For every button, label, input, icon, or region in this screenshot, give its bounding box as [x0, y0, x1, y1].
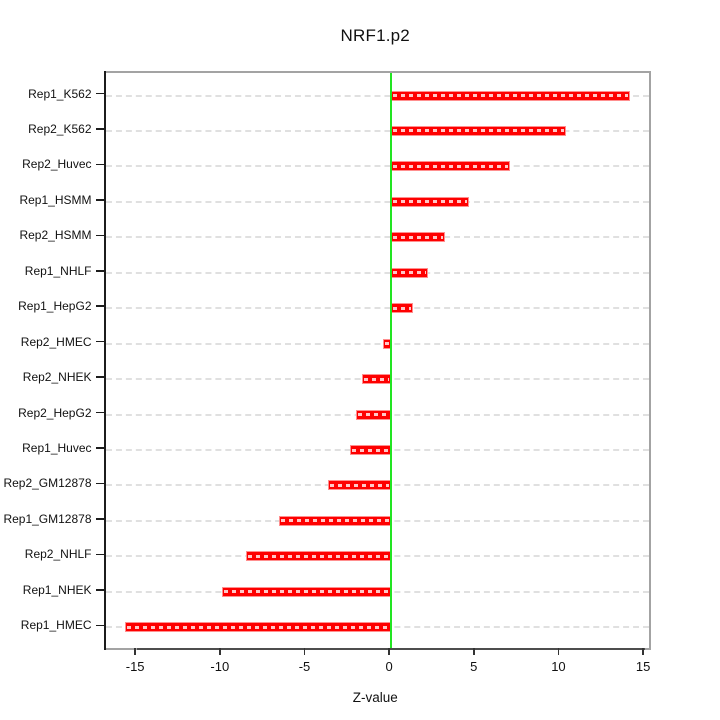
bar-dash-overlay [127, 625, 390, 629]
y-axis-category-label: Rep2_HMEC [20, 334, 92, 349]
y-tick [95, 234, 104, 237]
bar [328, 480, 392, 491]
grid-line [105, 236, 649, 239]
y-axis-category-label: Rep1_GM12878 [3, 511, 92, 526]
y-axis-category-label: Rep2_K562 [28, 121, 92, 136]
y-axis-category-label: Rep1_Huvec [22, 441, 92, 455]
x-tick [303, 648, 306, 655]
y-axis-category-label: Rep1_HMEC [20, 618, 92, 633]
bar [391, 161, 510, 172]
x-tick-label: 0 [385, 659, 393, 674]
x-tick [219, 648, 221, 655]
bar-dash-overlay [330, 483, 390, 487]
bar [362, 374, 392, 385]
bar-dash-overlay [393, 271, 427, 275]
y-tick [95, 411, 104, 414]
y-axis-category-label: Rep1_NHLF [24, 263, 92, 278]
bar-dash-overlay [247, 554, 390, 558]
bar-dash-overlay [393, 200, 467, 204]
y-tick [95, 163, 104, 166]
bar-dash-overlay [393, 94, 628, 97]
bar [279, 515, 392, 526]
bar-dash-overlay [352, 448, 390, 452]
y-tick [95, 447, 104, 449]
bar [221, 586, 392, 597]
x-tick-label: -10 [210, 659, 230, 674]
bar [350, 445, 392, 455]
chart-title: NRF1.p2 [340, 26, 410, 45]
y-tick [95, 482, 104, 485]
x-tick-label: 15 [635, 659, 651, 674]
bar [391, 232, 446, 243]
y-axis-category-label: Rep1_HepG2 [18, 299, 92, 314]
grid-line [105, 342, 649, 345]
x-axis-line [137, 648, 646, 650]
bar-dash-overlay [393, 164, 508, 168]
x-tick [388, 648, 390, 655]
bar [391, 90, 630, 101]
y-tick [95, 199, 104, 201]
x-tick [473, 648, 475, 655]
plot-area [103, 70, 651, 650]
y-tick [95, 128, 104, 130]
y-tick [95, 340, 104, 343]
x-tick-label: -5 [298, 659, 311, 674]
y-axis-line [103, 70, 106, 650]
bar-dash-overlay [223, 590, 390, 594]
bar [391, 196, 469, 207]
y-axis-category-label: Rep1_NHEK [22, 582, 92, 597]
grid-line [105, 271, 649, 274]
bar [125, 622, 392, 633]
grid-line [105, 94, 649, 97]
bar-dash-overlay [357, 413, 390, 417]
y-axis-category-label: Rep2_Huvec [22, 157, 92, 172]
bar [391, 267, 429, 278]
x-tick [642, 648, 644, 655]
bar [391, 125, 566, 136]
grid-line [105, 129, 649, 132]
x-axis-title: Z-value [352, 690, 398, 705]
y-tick [95, 92, 104, 95]
y-axis-category-label: Rep2_NHEK [22, 370, 92, 385]
y-tick [95, 589, 104, 591]
grid-line [105, 165, 649, 168]
y-axis-category-label: Rep2_GM12878 [3, 476, 92, 491]
bar-dash-overlay [393, 129, 564, 133]
y-tick [95, 305, 104, 307]
bar-dash-overlay [393, 306, 412, 310]
y-tick [95, 624, 104, 626]
bar [355, 409, 392, 420]
x-tick-label: -15 [125, 659, 145, 674]
y-axis-category-label: Rep2_NHLF [24, 547, 92, 562]
grid-line [105, 200, 649, 203]
zero-line [390, 72, 393, 648]
bar-dash-overlay [393, 235, 444, 239]
bar-dash-overlay [281, 519, 390, 523]
bar [245, 551, 392, 562]
y-axis-category-label: Rep2_HepG2 [18, 405, 92, 420]
grid-line [105, 307, 649, 310]
y-tick [95, 518, 104, 520]
bar-dash-overlay [364, 377, 390, 381]
bar [391, 303, 414, 314]
bar-dash-overlay [384, 342, 390, 346]
y-axis-category-label: Rep1_K562 [28, 86, 92, 101]
y-tick [95, 553, 104, 556]
x-tick-label: 5 [470, 659, 478, 674]
y-axis-category-label: Rep1_HSMM [19, 192, 92, 207]
x-tick [557, 648, 560, 655]
y-axis-category-label: Rep2_HSMM [19, 228, 92, 243]
x-tick-label: 10 [551, 659, 566, 674]
x-tick [134, 648, 136, 655]
y-tick [95, 376, 104, 378]
y-tick [95, 270, 104, 272]
